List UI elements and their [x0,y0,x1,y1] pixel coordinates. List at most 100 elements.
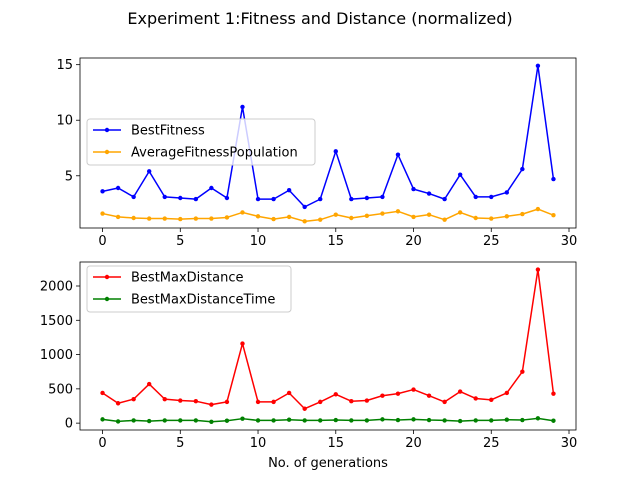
x-tick-label: 10 [250,436,267,451]
average-fitness-population-point [131,215,136,221]
best-max-distance-point [395,391,401,396]
best-fitness-point [162,194,167,200]
best-fitness-point [457,172,463,177]
y-tick-label: 500 [48,382,73,397]
y-tick-label: 1000 [40,348,73,363]
x-tick-label: 20 [405,436,422,451]
best-max-distance-point [380,393,385,398]
best-fitness-point [100,189,105,194]
average-fitness-population-point [271,216,276,222]
best-max-distance-point [551,391,556,396]
best-fitness-point [333,149,338,154]
best-max-distance-time-point [162,418,167,423]
best-max-distance-point [364,398,370,403]
best-max-distance-point [178,398,183,403]
y-tick-label: 1500 [40,314,73,329]
best-max-distance-point [318,399,323,405]
average-fitness-population-line [102,208,554,223]
average-fitness-population-point [442,217,447,222]
y-tick-label: 5 [65,169,73,184]
best-fitness-point [349,196,354,202]
best-fitness-point [178,195,183,201]
best-max-distance-time-point [442,418,447,423]
x-tick-label: 0 [98,234,106,249]
x-axis-label: No. of generations [268,456,388,471]
best-max-distance-time-point [520,417,525,423]
best-fitness-point [240,104,245,110]
best-max-distance-point [442,399,447,405]
average-fitness-population-point [255,214,261,219]
average-fitness-population-point [318,217,323,222]
best-fitness-point [380,194,385,200]
average-fitness-population-point [224,215,230,220]
best-max-distance-point [162,396,167,402]
best-fitness-point [535,63,541,68]
best-max-distance-time-point [426,417,432,423]
x-tick-label: 5 [176,436,184,451]
average-fitness-population-point [535,206,541,212]
best-max-distance-time-point [551,418,556,423]
best-fitness-point [411,186,416,192]
x-tick-label: 15 [328,234,345,249]
best-max-distance-time-point [473,418,478,423]
best-max-distance-time-point [131,418,136,423]
x-tick-label: 25 [483,234,500,249]
average-fitness-population-point [100,211,105,216]
x-tick-label: 5 [176,234,184,249]
best-max-distance-point [520,369,525,374]
best-max-distance-point [411,387,416,392]
legend-marker [104,274,110,280]
average-fitness-population-point [115,214,121,220]
average-fitness-population-point [473,215,478,221]
best-max-distance-time-point [209,419,214,424]
average-fitness-population-point [395,209,401,214]
best-fitness-point [426,191,432,196]
legend-marker [104,149,110,155]
best-max-distance-point [302,406,307,411]
best-max-distance-time-point [364,418,370,423]
legend-label: BestFitness [131,124,205,139]
best-max-distance-time-point [318,418,323,423]
best-max-distance-time-point [255,418,261,423]
best-max-distance-point [131,396,136,402]
best-max-distance-time-point [489,418,494,423]
y-tick-label: 0 [65,417,73,432]
legend-label: BestMaxDistance [131,271,244,286]
average-fitness-population-point [178,216,183,222]
best-max-distance-point [504,390,510,396]
fitness-subplot: 0 5 10 15 20 25 30 5 10 15 BestFitness AverageFitne… [56,57,577,249]
average-fitness-population-point [349,215,354,221]
average-fitness-population-point [162,216,167,221]
y-tick-label: 2000 [40,280,73,295]
best-max-distance-time-line [102,417,554,423]
distance-subplot: 0 5 10 15 20 25 30 0 500 1000 1500 2000 BestMaxDista… [40,261,578,451]
average-fitness-population-point [489,216,494,221]
best-max-distance-line [102,268,555,410]
best-max-distance-point [535,267,541,272]
x-tick-label: 30 [561,436,578,451]
best-max-distance-point [100,390,105,396]
best-max-distance-point [255,399,261,405]
axes-frame [79,261,577,431]
best-max-distance-point [224,399,230,405]
average-fitness-population-point [240,210,245,215]
average-fitness-population-point [426,212,432,217]
legend-box [86,118,316,166]
best-max-distance-point [489,397,494,403]
best-fitness-point [115,185,121,191]
best-fitness-point [364,195,370,201]
best-max-distance-time-point [395,417,401,423]
best-max-distance-time-point [240,416,245,421]
average-fitness-population-point [333,212,338,217]
best-max-distance-time-point [349,418,354,423]
best-max-distance-point [473,396,478,401]
best-max-distance-time-point [333,417,338,423]
x-tick-label: 10 [250,234,267,249]
best-max-distance-point [457,389,463,394]
legend-marker [104,296,110,302]
best-max-distance-time-point [302,418,307,423]
best-max-distance-point [146,381,152,387]
average-fitness-population-point [364,213,370,218]
